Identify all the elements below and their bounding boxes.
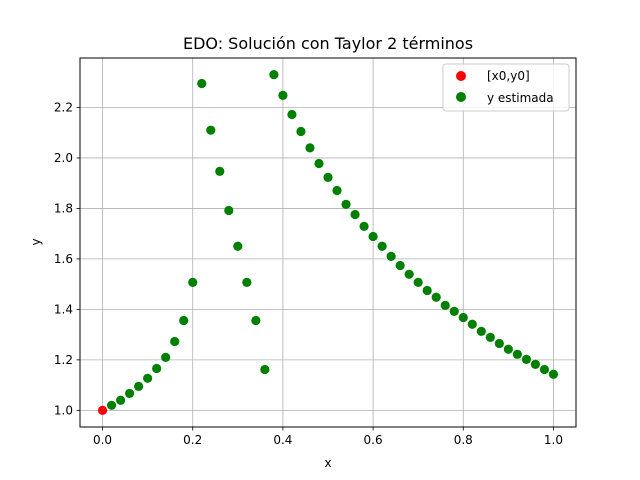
data-point xyxy=(161,352,171,362)
data-point xyxy=(368,231,378,242)
data-point xyxy=(179,315,189,326)
data-point xyxy=(359,221,369,231)
data-point xyxy=(350,209,360,220)
x-tick-label: 0.6 xyxy=(364,433,383,447)
data-point xyxy=(476,326,486,336)
data-point xyxy=(134,381,144,391)
data-point xyxy=(395,260,405,271)
data-point xyxy=(503,344,513,354)
data-point xyxy=(323,172,333,182)
legend-label-estimate: y estimada xyxy=(487,91,554,105)
y-tick-label: 1.8 xyxy=(54,201,73,215)
data-point xyxy=(431,292,441,302)
data-point xyxy=(287,109,297,120)
x-tick-label: 0.0 xyxy=(93,433,112,447)
data-point xyxy=(260,364,270,375)
data-point xyxy=(152,363,162,374)
plot-area-frame xyxy=(79,57,577,428)
data-point xyxy=(341,199,351,209)
data-point xyxy=(143,373,153,383)
x-tick-label: 0.2 xyxy=(183,433,202,447)
y-tick-label: 1.0 xyxy=(54,403,73,417)
data-point xyxy=(106,400,117,410)
data-point xyxy=(422,285,432,296)
data-point xyxy=(170,336,180,347)
y-axis-ticks: 1.0 1.2 1.4 1.6 1.8 2.0 2.2 xyxy=(54,100,80,417)
data-point xyxy=(305,143,315,153)
data-point xyxy=(521,354,532,364)
data-point xyxy=(449,306,459,317)
legend-label-initial: [x0,y0] xyxy=(487,69,530,83)
data-point xyxy=(296,126,306,137)
data-point xyxy=(377,241,387,251)
legend-marker-initial xyxy=(456,71,466,81)
x-tick-label: 0.4 xyxy=(273,433,292,447)
data-point xyxy=(404,269,414,279)
data-point xyxy=(269,70,279,80)
data-point xyxy=(278,90,288,100)
data-point xyxy=(233,241,243,251)
chart-title: EDO: Solución con Taylor 2 términos xyxy=(183,34,473,53)
data-point xyxy=(251,315,261,326)
data-point xyxy=(314,158,324,169)
data-point xyxy=(512,349,522,359)
data-point xyxy=(485,332,495,343)
data-point xyxy=(97,405,108,415)
data-point xyxy=(530,359,541,370)
x-tick-label: 1.0 xyxy=(544,433,563,447)
y-tick-label: 1.2 xyxy=(54,353,73,367)
legend-frame xyxy=(442,63,570,112)
data-point xyxy=(125,388,135,399)
y-tick-label: 1.4 xyxy=(54,302,73,316)
y-tick-label: 2.0 xyxy=(54,151,73,165)
data-point xyxy=(413,277,423,287)
data-point xyxy=(197,78,207,89)
x-axis-ticks: 0.0 0.2 0.4 0.6 0.8 1.0 xyxy=(93,427,563,447)
data-point xyxy=(115,395,126,405)
x-tick-label: 0.8 xyxy=(454,433,473,447)
data-point xyxy=(458,312,468,323)
x-axis-label: x xyxy=(324,456,331,470)
data-point xyxy=(242,277,252,287)
data-point xyxy=(206,125,216,135)
data-point xyxy=(440,300,450,310)
data-points xyxy=(97,70,559,415)
y-tick-label: 2.2 xyxy=(54,100,73,114)
data-point xyxy=(215,166,225,176)
y-axis-label: y xyxy=(29,238,43,245)
data-point xyxy=(494,338,504,349)
legend: [x0,y0] y estimada xyxy=(442,63,570,112)
data-point xyxy=(539,364,550,375)
y-tick-label: 1.6 xyxy=(54,252,73,266)
data-point xyxy=(386,251,396,261)
data-point xyxy=(467,319,477,329)
data-point xyxy=(548,369,559,379)
data-point xyxy=(332,185,342,196)
data-point xyxy=(188,277,198,287)
data-point xyxy=(224,205,234,216)
legend-marker-estimate xyxy=(456,92,466,102)
